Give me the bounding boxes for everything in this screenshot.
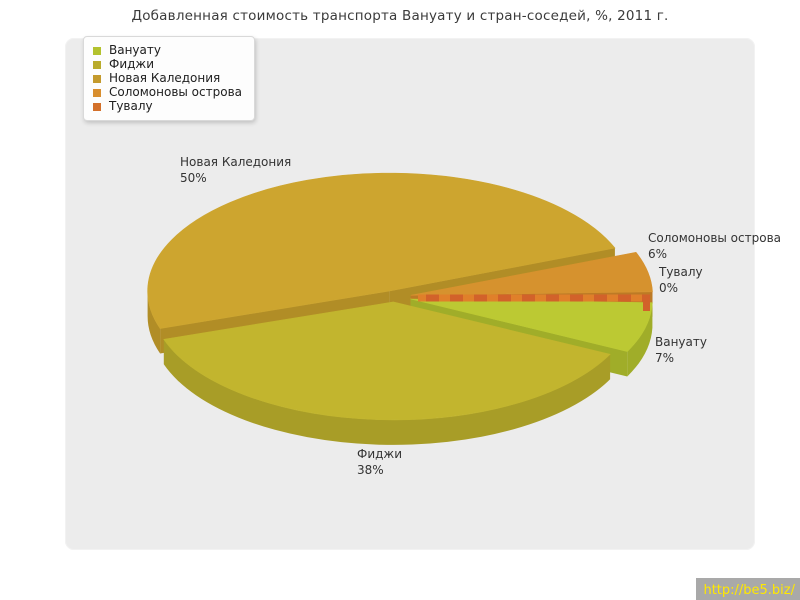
slice-label-pct: 0% xyxy=(659,281,679,295)
source-url-link[interactable]: http://be5.biz/ xyxy=(703,583,795,598)
slice-label-vanuatu: Вануату 7% xyxy=(655,334,707,366)
chart-title: Добавленная стоимость транспорта Вануату… xyxy=(131,8,669,24)
legend-label: Вануату xyxy=(109,43,161,57)
slice-label-fiji: Фиджи 38% xyxy=(357,446,402,478)
slice-label-name: Новая Каледония xyxy=(180,155,292,169)
legend: Вануату Фиджи Новая Каледония Соломоновы ос… xyxy=(83,36,255,121)
legend-label: Новая Каледония xyxy=(109,71,221,85)
legend-item-solomon-islands: Соломоновы острова xyxy=(93,86,242,99)
legend-item-fiji: Фиджи xyxy=(93,58,242,71)
pie-slice-fiji xyxy=(163,301,611,445)
slice-label-name: Соломоновы острова xyxy=(648,231,781,245)
slice-label-pct: 7% xyxy=(655,351,675,365)
slice-label-name: Тувалу xyxy=(659,265,703,279)
slice-label-solomon-islands: Соломоновы острова 6% xyxy=(648,230,781,262)
legend-swatch-icon xyxy=(93,46,101,55)
legend-item-new-caledonia: Новая Каледония xyxy=(93,72,242,85)
slice-label-name: Вануату xyxy=(655,335,707,349)
legend-swatch-icon xyxy=(93,88,101,97)
slice-label-name: Фиджи xyxy=(357,447,403,461)
slice-label-new-caledonia: Новая Каледония 50% xyxy=(180,154,291,186)
slice-label-tuvalu: Тувалу 0% xyxy=(659,264,703,296)
legend-item-vanuatu: Вануату xyxy=(93,44,242,57)
legend-label: Соломоновы острова xyxy=(109,85,242,99)
legend-item-tuvalu: Тувалу xyxy=(93,100,242,113)
pie-slice-tuvalu xyxy=(418,294,650,311)
legend-swatch-icon xyxy=(93,74,101,83)
legend-swatch-icon xyxy=(93,60,101,69)
legend-label: Тувалу xyxy=(109,99,153,113)
legend-label: Фиджи xyxy=(109,57,155,71)
slice-label-pct: 6% xyxy=(648,247,668,261)
slice-label-pct: 50% xyxy=(180,171,207,185)
legend-swatch-icon xyxy=(93,102,101,111)
source-url-bar: http://be5.biz/ xyxy=(696,578,800,600)
slice-label-pct: 38% xyxy=(357,463,384,477)
